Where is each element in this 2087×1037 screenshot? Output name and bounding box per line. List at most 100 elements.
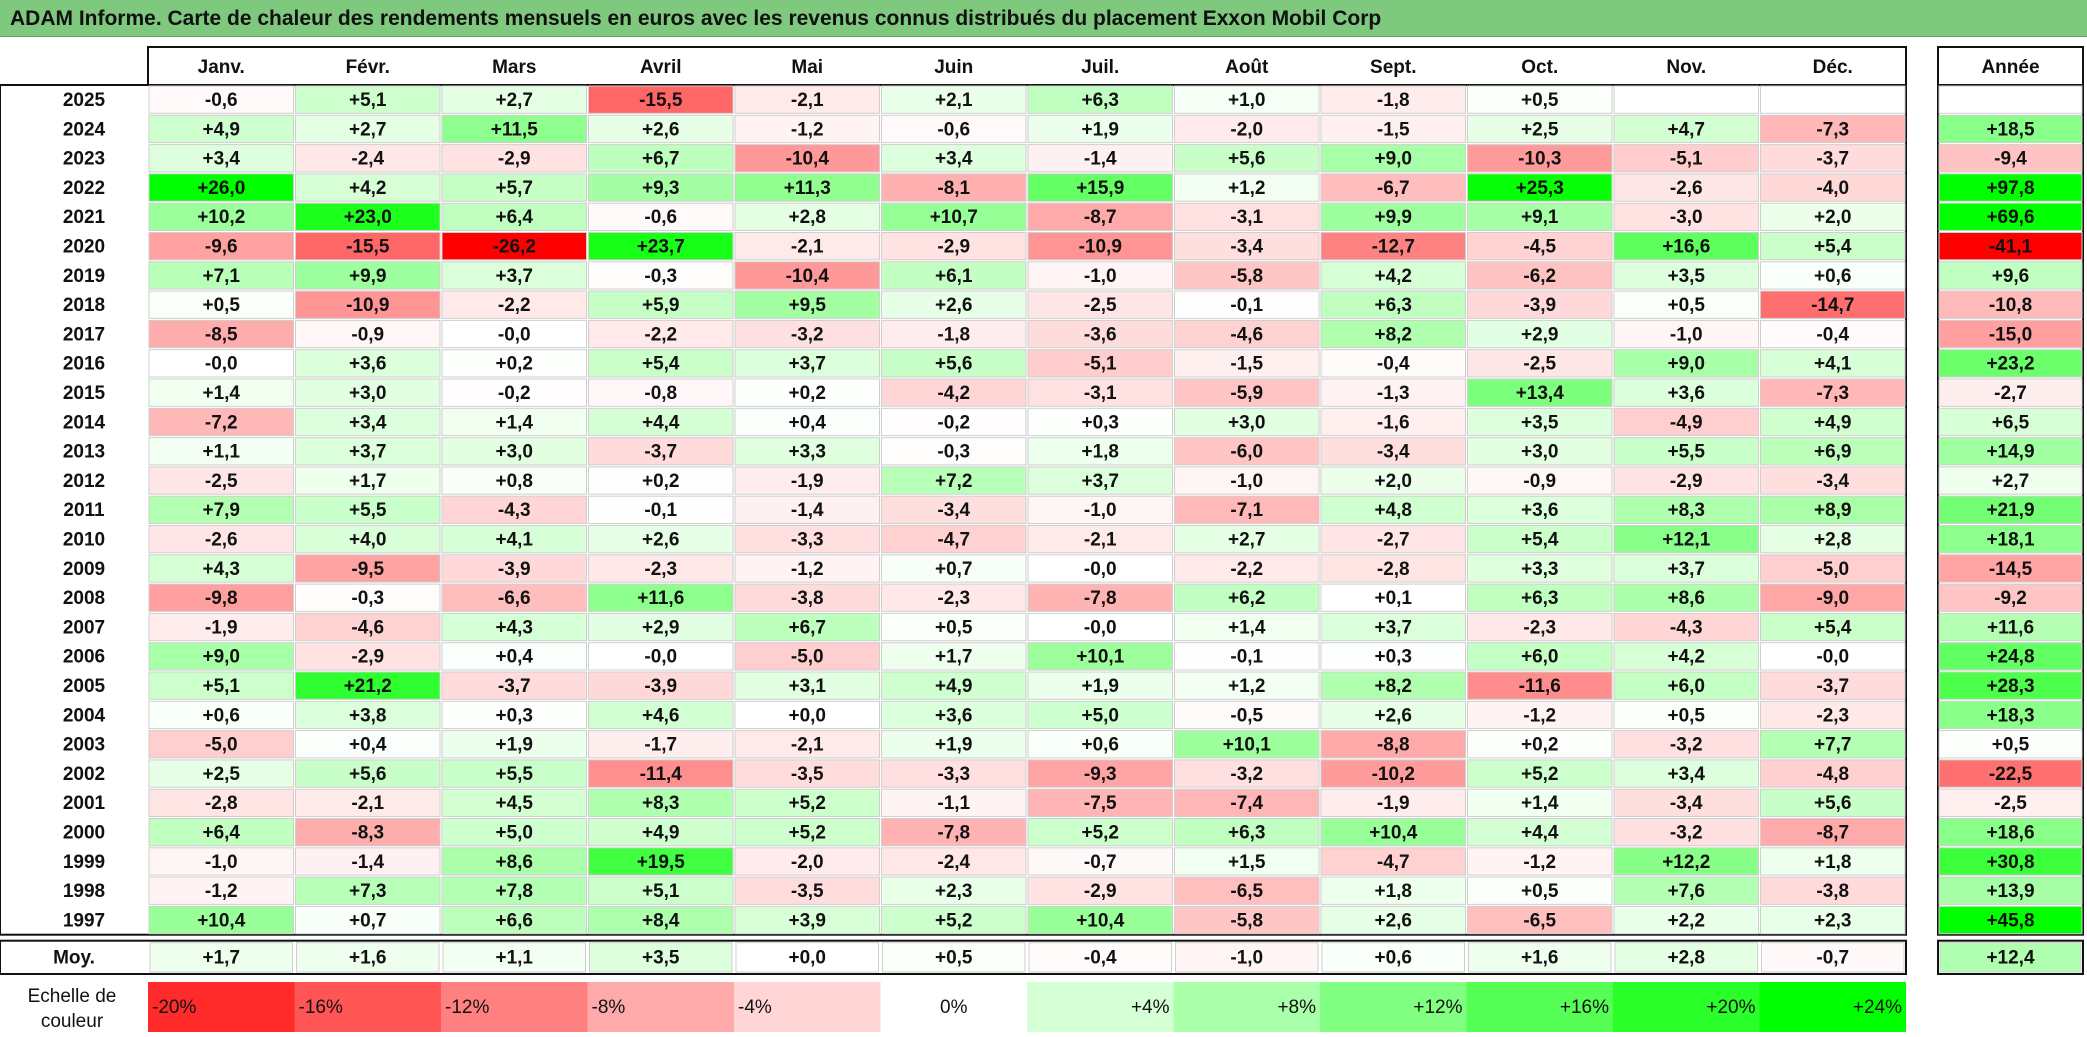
heatmap-cell xyxy=(148,232,294,261)
cell-value: +9,3 xyxy=(642,178,680,199)
cell-value: +5,7 xyxy=(495,178,533,199)
cell-value: -0,0 xyxy=(1816,647,1849,668)
cell-value: +4,3 xyxy=(202,559,240,580)
cell-value: +23,7 xyxy=(637,237,685,258)
heatmap-cell xyxy=(588,85,734,114)
cell-value: +5,2 xyxy=(788,823,826,844)
cell-value: -1,0 xyxy=(1230,471,1263,492)
color-scale-label: 0% xyxy=(940,997,968,1018)
annual-cell xyxy=(1938,700,2083,730)
cell-value: +3,6 xyxy=(935,705,973,726)
annual-value: +2,7 xyxy=(1992,471,2030,492)
cell-value: +1,8 xyxy=(1374,881,1412,902)
heatmap-cell xyxy=(295,378,441,407)
cell-value: -1,8 xyxy=(1377,90,1410,111)
heatmap-cell xyxy=(148,144,294,173)
heatmap-cell xyxy=(1467,202,1613,231)
heatmap-cell xyxy=(1613,319,1759,349)
color-scale-label-line2: couleur xyxy=(41,1011,104,1032)
annual-value: +13,9 xyxy=(1986,881,2034,902)
annual-header-frame xyxy=(1937,46,2084,86)
year-label: 2022 xyxy=(63,178,105,199)
annual-cell xyxy=(1938,495,2083,525)
heatmap-cell xyxy=(588,730,734,759)
heatmap-cell xyxy=(1760,905,1906,935)
heatmap-cell xyxy=(881,495,1027,525)
heatmap-cell xyxy=(1320,261,1466,290)
heatmap-cell xyxy=(1760,232,1906,261)
heatmap-cell xyxy=(734,437,880,466)
cell-value: -7,1 xyxy=(1230,500,1263,521)
cell-value: -9,5 xyxy=(351,559,384,580)
cell-value: +0,3 xyxy=(495,705,533,726)
color-scale-label: -16% xyxy=(299,997,343,1018)
heatmap-cell xyxy=(441,905,587,935)
cell-value: -2,1 xyxy=(791,90,824,111)
heatmap-cell xyxy=(295,642,441,671)
annual-value: -22,5 xyxy=(1989,764,2033,785)
heatmap-cell xyxy=(1467,495,1613,525)
cell-value: +3,4 xyxy=(349,412,387,433)
cell-value: -2,8 xyxy=(205,793,238,814)
cell-value: +1,4 xyxy=(1521,793,1559,814)
heatmap-cell xyxy=(734,319,880,349)
cell-value: -5,0 xyxy=(205,735,238,756)
heatmap-cell xyxy=(148,818,294,847)
heatmap-cell xyxy=(295,290,441,319)
heatmap-cell xyxy=(1320,85,1466,114)
cell-value: +3,6 xyxy=(1521,500,1559,521)
heatmap-cell xyxy=(881,847,1027,876)
heatmap-cell xyxy=(1320,202,1466,231)
cell-value: -7,3 xyxy=(1816,383,1849,404)
cell-value: +0,8 xyxy=(495,471,533,492)
color-scale-label: +8% xyxy=(1277,997,1316,1018)
heatmap-cell xyxy=(1174,583,1320,612)
year-label: 2013 xyxy=(63,442,105,463)
cell-value: +5,2 xyxy=(1521,764,1559,785)
cell-value: -0,1 xyxy=(1230,295,1263,316)
cell-value: -0,6 xyxy=(937,119,970,140)
heatmap-cell xyxy=(1760,437,1906,466)
annual-value: +28,3 xyxy=(1986,676,2034,697)
heatmap-cell xyxy=(1467,700,1613,730)
heatmap-cell xyxy=(881,876,1027,905)
heatmap-cell xyxy=(881,319,1027,349)
heatmap-cell xyxy=(881,407,1027,437)
heatmap-cell xyxy=(588,173,734,202)
cell-value: -1,2 xyxy=(205,881,238,902)
cell-value: -3,0 xyxy=(1670,207,1703,228)
heatmap-cell xyxy=(588,261,734,290)
cell-value: +9,5 xyxy=(788,295,826,316)
heatmap-cell xyxy=(441,495,587,525)
year-label: 2001 xyxy=(63,793,106,814)
cell-value: -1,8 xyxy=(937,324,970,345)
heatmap-cell xyxy=(1027,407,1173,437)
cell-value: +5,6 xyxy=(349,764,387,785)
year-label: 2008 xyxy=(63,588,105,609)
cell-value: +1,2 xyxy=(1228,178,1266,199)
cell-value: +2,9 xyxy=(1521,324,1559,345)
cell-value: -6,7 xyxy=(1377,178,1410,199)
heatmap-cell xyxy=(1027,290,1173,319)
annual-value: +18,3 xyxy=(1986,705,2034,726)
cell-value: -0,8 xyxy=(644,383,677,404)
average-value: +1,6 xyxy=(349,948,387,969)
annual-cell xyxy=(1938,407,2083,437)
heatmap-cell xyxy=(1467,407,1613,437)
heatmap-cell xyxy=(441,232,587,261)
cell-value: -4,6 xyxy=(1230,324,1263,345)
color-scale-swatch xyxy=(587,982,734,1032)
heatmap-cell xyxy=(1467,730,1613,759)
heatmap-cell xyxy=(295,349,441,378)
annual-value: +0,5 xyxy=(1992,735,2030,756)
cell-value: -0,4 xyxy=(1816,324,1849,345)
annual-value: -2,5 xyxy=(1994,793,2027,814)
heatmap-cell xyxy=(1174,85,1320,114)
heatmap-cell xyxy=(1760,583,1906,612)
heatmap-cell xyxy=(1467,788,1613,818)
year-label: 2006 xyxy=(63,647,105,668)
cell-value: +5,4 xyxy=(1814,237,1852,258)
color-scale-label: -20% xyxy=(152,997,196,1018)
cell-value: +0,7 xyxy=(349,910,387,931)
cell-value: +9,0 xyxy=(1667,354,1705,375)
